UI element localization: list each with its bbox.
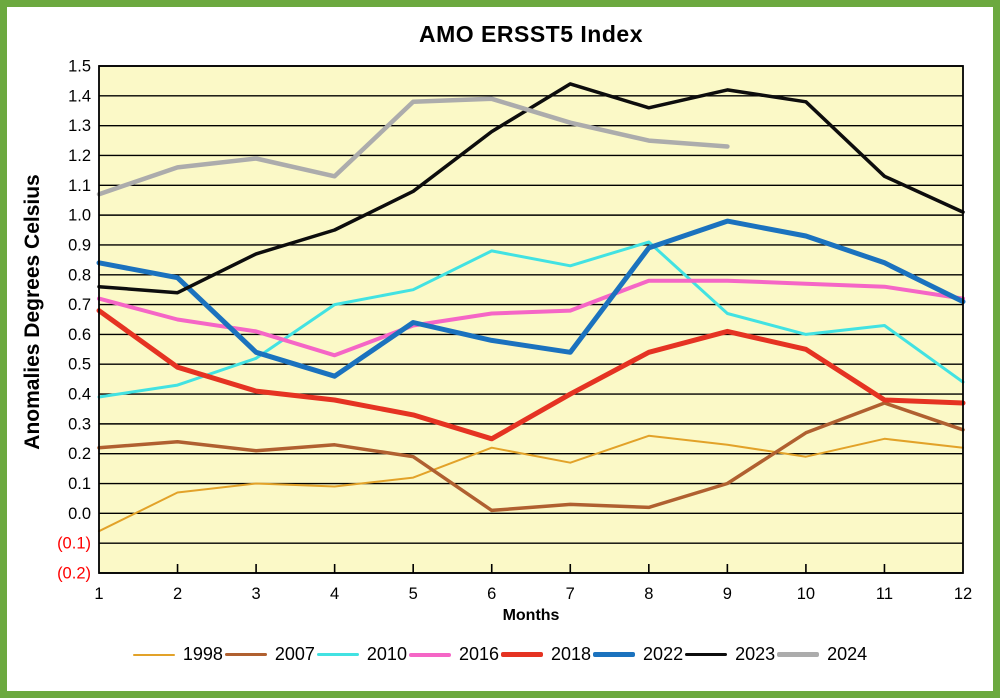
y-tick-label-0.9: 0.9 xyxy=(68,236,91,254)
legend-item-2010: 2010 xyxy=(316,644,407,665)
legend-label-1998: 1998 xyxy=(182,644,223,664)
legend-item-2023: 2023 xyxy=(685,644,775,665)
x-tick-label-6: 6 xyxy=(487,585,496,603)
series-line-2016 xyxy=(97,278,965,358)
chart-legend: 1998 2007 2010 2016 2018 2022 2023 2024 xyxy=(7,644,993,665)
series-line-2024 xyxy=(96,96,730,197)
y-tick-label-0.5: 0.5 xyxy=(68,356,91,374)
y-tick-label-1.5: 1.5 xyxy=(68,58,91,76)
x-tick-label-2: 2 xyxy=(173,585,182,603)
series-line-1998 xyxy=(98,434,964,533)
plot-border xyxy=(98,65,964,574)
series-line-2023 xyxy=(97,82,965,295)
y-tick-label-0.8: 0.8 xyxy=(68,266,91,284)
x-tick-label-3: 3 xyxy=(251,585,260,603)
legend-swatch-2016 xyxy=(408,652,451,657)
x-tick-label-10: 10 xyxy=(797,585,815,603)
x-tick-label-12: 12 xyxy=(954,585,972,603)
legend-label-2023: 2023 xyxy=(735,644,776,664)
y-tick-label-1.4: 1.4 xyxy=(68,87,91,105)
legend-item-2018: 2018 xyxy=(501,644,591,665)
y-tick-label-0.4: 0.4 xyxy=(68,386,91,404)
x-tick-label-7: 7 xyxy=(566,585,575,603)
series-line-2022 xyxy=(96,218,966,379)
y-tick-label-0.3: 0.3 xyxy=(68,415,91,433)
legend-item-1998: 1998 xyxy=(132,644,223,665)
y-tick-label-0.7: 0.7 xyxy=(68,296,91,314)
x-tick-label-11: 11 xyxy=(876,585,893,603)
plot-area xyxy=(99,66,963,573)
y-tick-label-0.2: 0.2 xyxy=(68,445,91,463)
legend-swatch-2024 xyxy=(777,652,820,657)
chart-title: AMO ERSST5 Index xyxy=(419,21,643,47)
x-tick-label-8: 8 xyxy=(644,585,653,603)
x-tick-label-4: 4 xyxy=(330,585,339,603)
x-tick-label-1: 1 xyxy=(94,585,103,603)
y-tick-label-1.0: 1.0 xyxy=(68,207,91,225)
legend-item-2022: 2022 xyxy=(593,644,683,665)
legend-label-2016: 2016 xyxy=(458,644,499,664)
legend-swatch-2007 xyxy=(224,652,267,657)
legend-item-2016: 2016 xyxy=(408,644,499,665)
legend-label-2022: 2022 xyxy=(643,644,684,664)
y-tick-label-(0.1): (0.1) xyxy=(57,535,91,553)
y-tick-label-0.6: 0.6 xyxy=(68,326,91,344)
legend-label-2018: 2018 xyxy=(551,644,592,664)
series-line-2018 xyxy=(96,308,966,442)
legend-label-2010: 2010 xyxy=(366,644,407,664)
y-tick-label-1.2: 1.2 xyxy=(68,147,91,165)
legend-label-2024: 2024 xyxy=(827,644,868,664)
legend-swatch-2018 xyxy=(501,652,543,657)
x-tick-label-9: 9 xyxy=(723,585,732,603)
x-axis-title: Months xyxy=(502,607,560,624)
x-tick-label-5: 5 xyxy=(409,585,418,603)
legend-swatch-2022 xyxy=(593,652,636,657)
series-line-2010 xyxy=(97,240,965,399)
legend-item-2024: 2024 xyxy=(777,644,867,665)
legend-item-2007: 2007 xyxy=(224,644,315,665)
chart-svg: 1.5 1.4 1.3 1.2 1.1 1.0 0.9 0.8 0.7 0.6 0.5 0.4 0.3 0… xyxy=(57,58,972,604)
y-tick-label-1.3: 1.3 xyxy=(68,117,91,135)
legend-label-2007: 2007 xyxy=(274,644,315,664)
legend-swatch-1998 xyxy=(132,653,175,656)
y-tick-label-0.0: 0.0 xyxy=(68,505,91,523)
series-line-2007 xyxy=(97,401,965,513)
y-tick-label-1.1: 1.1 xyxy=(68,177,91,195)
legend-swatch-2023 xyxy=(685,652,728,657)
legend-swatch-2010 xyxy=(316,653,359,656)
y-tick-label-0.1: 0.1 xyxy=(68,475,91,493)
y-tick-label-(0.2): (0.2) xyxy=(57,565,91,583)
